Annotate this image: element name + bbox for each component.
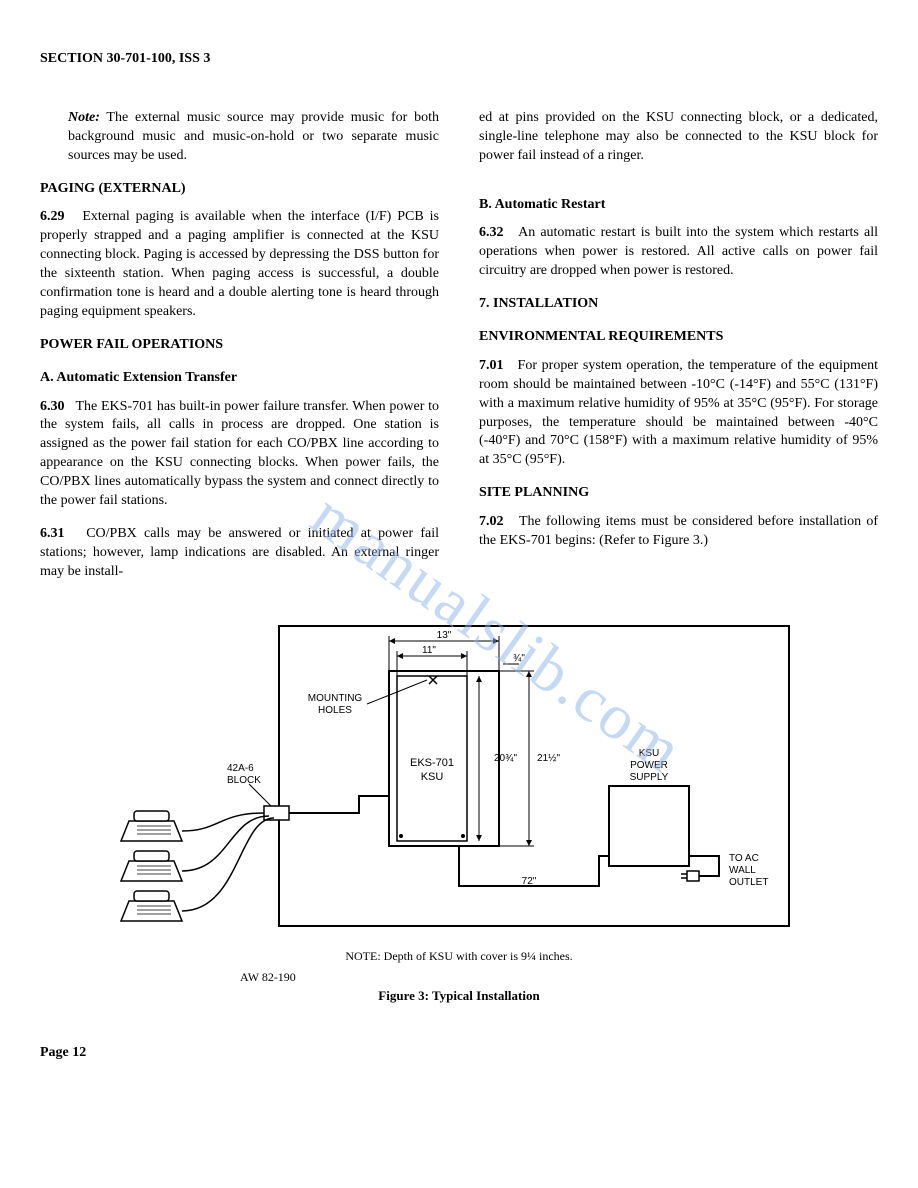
- ksu-label-2: KSU: [421, 771, 444, 783]
- para-num-6-31: 6.31: [40, 526, 65, 541]
- para-7-02: 7.02 The following items must be conside…: [479, 513, 878, 551]
- heading-envreq: ENVIRONMENTAL REQUIREMENTS: [479, 328, 878, 347]
- phone-icon-2: [121, 851, 182, 881]
- psu-label-2: POWER: [630, 760, 668, 771]
- note-label: Note:: [68, 110, 100, 125]
- mount-hole-bl: [399, 834, 403, 838]
- two-column-layout: Note: The external music source may prov…: [40, 109, 878, 596]
- para-6-32: 6.32 An automatic restart is built into …: [479, 224, 878, 281]
- figure-caption: Figure 3: Typical Installation: [40, 987, 878, 1005]
- para-num-6-29: 6.29: [40, 209, 65, 224]
- para-6-31-cont: ed at pins provided on the KSU connectin…: [479, 109, 878, 166]
- block-label-1: 42A-6: [227, 763, 254, 774]
- para-text-6-31: CO/PBX calls may be answered or initiate…: [40, 526, 439, 579]
- ksu-label-1: EKS-701: [410, 757, 454, 769]
- para-num-7-01: 7.01: [479, 358, 504, 373]
- para-text-7-02: The following items must be considered b…: [479, 514, 878, 548]
- heading-paging: PAGING (EXTERNAL): [40, 180, 439, 199]
- column-left: Note: The external music source may prov…: [40, 109, 439, 596]
- holes-label: HOLES: [318, 705, 352, 716]
- toac-label-3: OUTLET: [729, 877, 768, 888]
- dim-2112-text: 21½": [537, 753, 560, 764]
- para-text-6-32: An automatic restart is built into the s…: [479, 225, 878, 278]
- note-paragraph: Note: The external music source may prov…: [68, 109, 439, 166]
- figure-3: EKS-701 KSU MOUNTING HOLES 13" 11" ¾" 20…: [40, 616, 878, 1005]
- dim-72-text: 72": [522, 876, 537, 887]
- toac-label-2: WALL: [729, 865, 756, 876]
- section-header: SECTION 30-701-100, ISS 3: [40, 50, 878, 69]
- page-number: Page 12: [40, 1044, 878, 1063]
- heading-autoext: A. Automatic Extension Transfer: [40, 369, 439, 388]
- phone-cable-3: [182, 818, 274, 911]
- block-leader: [249, 784, 271, 806]
- dim-13-text: 13": [437, 630, 452, 641]
- toac-label-1: TO AC: [729, 853, 759, 864]
- para-6-31: 6.31 CO/PBX calls may be answered or ini…: [40, 525, 439, 582]
- psu-box: [609, 786, 689, 866]
- figure-note: NOTE: Depth of KSU with cover is 9¼ inch…: [40, 948, 878, 964]
- para-6-30: 6.30 The EKS-701 has built-in power fail…: [40, 398, 439, 511]
- para-num-6-32: 6.32: [479, 225, 504, 240]
- para-num-7-02: 7.02: [479, 514, 504, 529]
- mount-hole-br: [461, 834, 465, 838]
- heading-installation: 7. INSTALLATION: [479, 295, 878, 314]
- mounting-label: MOUNTING: [308, 693, 363, 704]
- para-text-7-01: For proper system operation, the tempera…: [479, 358, 878, 467]
- para-text-6-30: The EKS-701 has built-in power failure t…: [40, 399, 439, 508]
- dim-11-text: 11": [422, 645, 436, 656]
- block-label-2: BLOCK: [227, 775, 261, 786]
- plug-icon: [687, 871, 699, 881]
- psu-label-3: SUPPLY: [630, 772, 669, 783]
- psu-label-1: KSU: [639, 748, 660, 759]
- cable-psu-out: [689, 856, 719, 876]
- figure-svg: EKS-701 KSU MOUNTING HOLES 13" 11" ¾" 20…: [99, 616, 819, 936]
- dim-34-text: ¾": [513, 653, 525, 664]
- column-right: ed at pins provided on the KSU connectin…: [479, 109, 878, 596]
- para-text-6-29: External paging is available when the in…: [40, 209, 439, 318]
- note-text: The external music source may provide mu…: [68, 110, 439, 163]
- dim-2034-text: 20¾": [494, 753, 517, 764]
- para-num-6-30: 6.30: [40, 399, 65, 414]
- cable-block-ksu: [289, 796, 389, 813]
- para-6-29: 6.29 External paging is available when t…: [40, 208, 439, 321]
- para-7-01: 7.01 For proper system operation, the te…: [479, 357, 878, 470]
- heading-siteplan: SITE PLANNING: [479, 484, 878, 503]
- phone-cable-1: [182, 813, 264, 831]
- figure-code: AW 82-190: [240, 969, 878, 985]
- phone-cable-2: [182, 816, 269, 871]
- phone-icon-3: [121, 891, 182, 921]
- block-42a6: [264, 806, 289, 820]
- heading-powerfail: POWER FAIL OPERATIONS: [40, 336, 439, 355]
- phone-icon-1: [121, 811, 182, 841]
- heading-autorestart: B. Automatic Restart: [479, 196, 878, 215]
